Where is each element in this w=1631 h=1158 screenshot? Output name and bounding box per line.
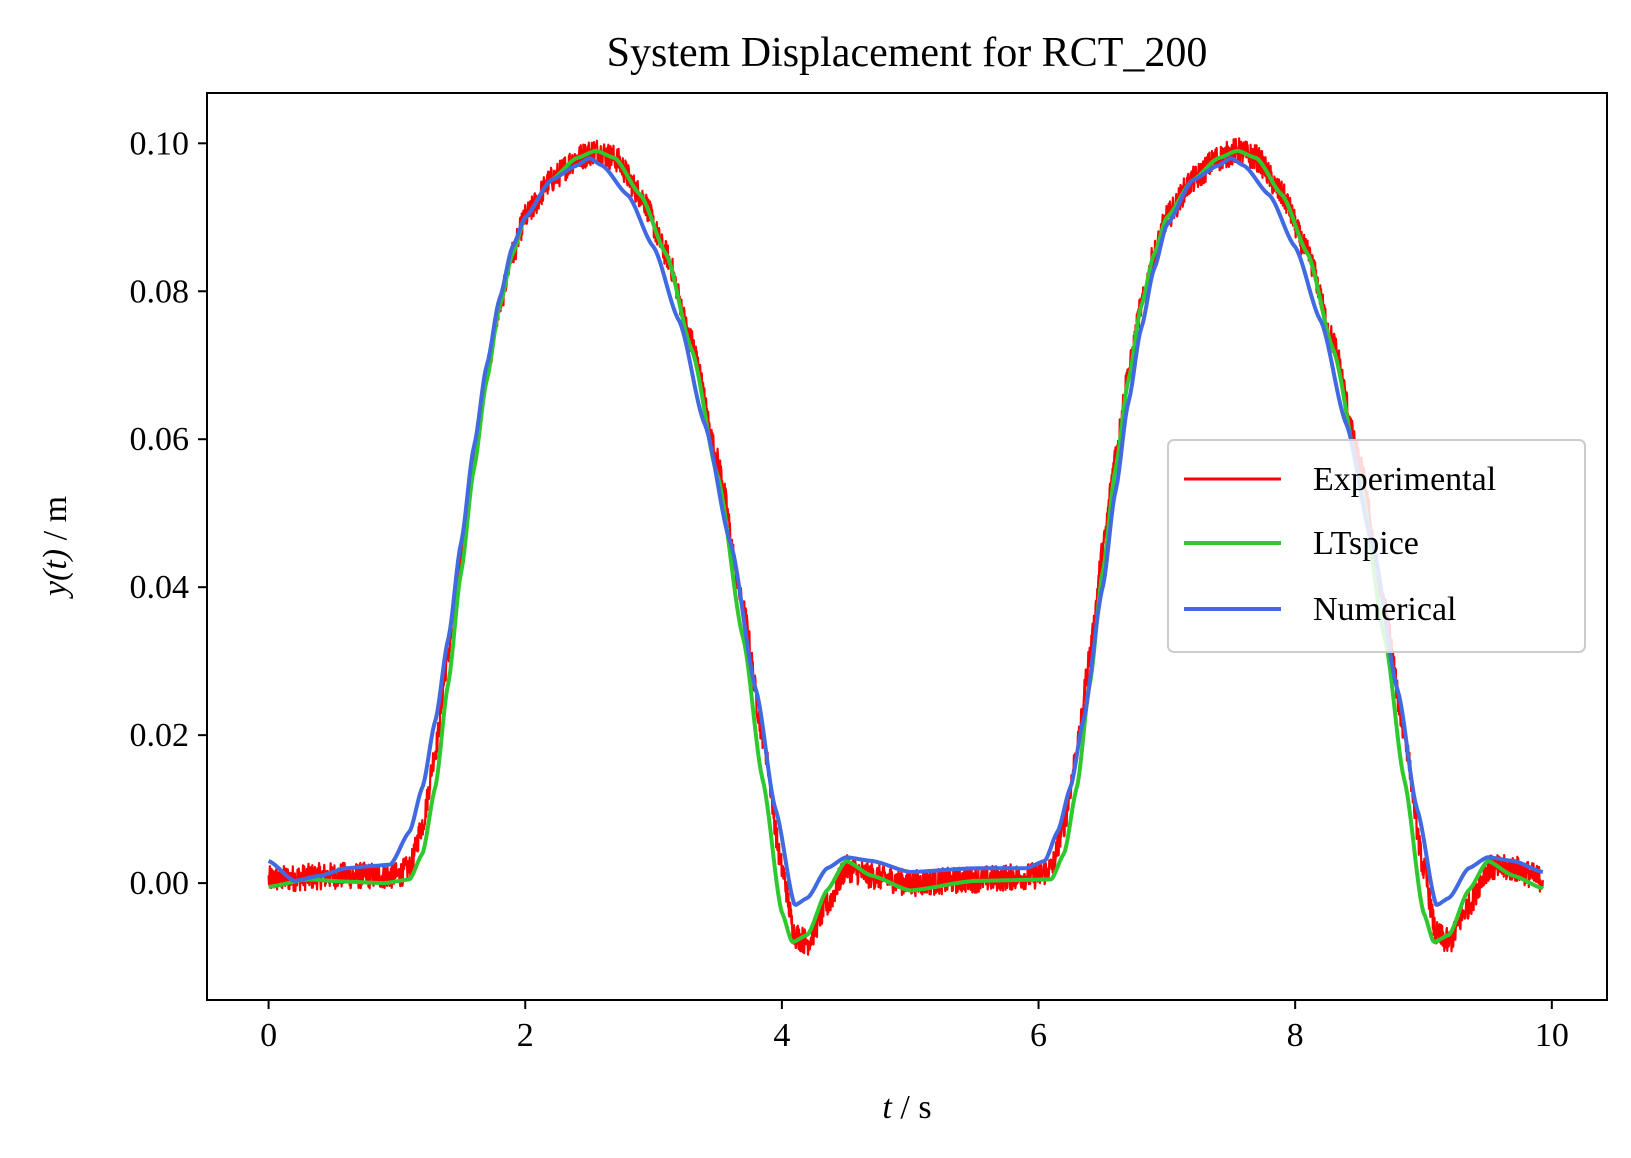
y-tick-label: 0.02	[130, 717, 190, 754]
y-tick-label: 0.06	[130, 421, 190, 458]
y-axis: 0.00 0.02 0.04 0.06 0.08 0.10	[130, 125, 207, 902]
legend-box	[1167, 439, 1586, 653]
chart-title: System Displacement for RCT_200	[607, 30, 1208, 76]
legend-label-experimental: Experimental	[1313, 461, 1496, 498]
x-tick-label: 6	[1030, 1017, 1047, 1054]
y-axis-label-unit: / m	[37, 496, 74, 549]
series-line-numerical	[267, 156, 1544, 907]
legend: Experimental LTspice Numerical	[1167, 439, 1586, 653]
x-tick-label: 10	[1535, 1017, 1569, 1054]
y-tick-label: 0.08	[130, 273, 190, 310]
x-tick-label: 2	[517, 1017, 534, 1054]
x-tick-label: 0	[260, 1017, 277, 1054]
y-tick-label: 0.10	[130, 125, 190, 162]
y-tick-label: 0.04	[130, 569, 190, 606]
series-layer	[267, 137, 1544, 956]
x-tick-label: 4	[773, 1017, 790, 1054]
legend-label-numerical: Numerical	[1313, 591, 1457, 628]
y-tick-label: 0.00	[130, 865, 190, 902]
y-axis-label-variable: y(t)	[37, 549, 74, 599]
legend-label-ltspice: LTspice	[1313, 525, 1419, 562]
x-axis-label: t / s	[882, 1089, 931, 1126]
x-axis: 0 2 4 6 8 10	[260, 1000, 1569, 1054]
x-tick-label: 8	[1287, 1017, 1304, 1054]
x-axis-label-unit: / s	[892, 1089, 932, 1126]
plot-frame	[206, 92, 1608, 1001]
y-axis-label: y(t) / m	[37, 496, 74, 599]
series-line-ltspice	[268, 148, 1544, 945]
x-axis-label-variable: t	[882, 1089, 893, 1126]
